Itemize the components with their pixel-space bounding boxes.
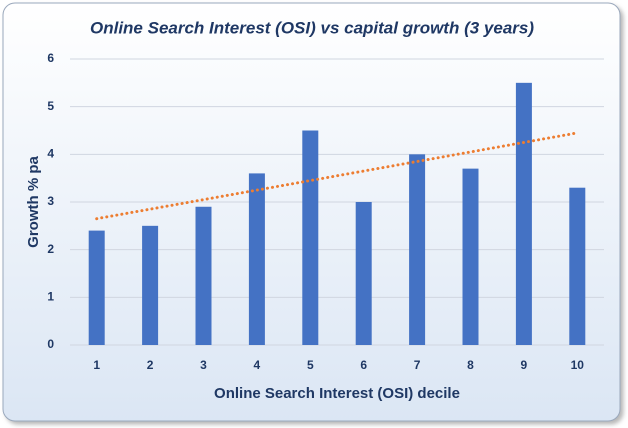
x-tick-label: 6	[360, 358, 367, 372]
bar	[515, 82, 532, 345]
y-tick-label: 4	[47, 147, 54, 161]
y-tick-label: 1	[47, 290, 54, 304]
y-tick-label: 6	[47, 51, 54, 65]
bar	[355, 202, 372, 345]
x-tick-label: 8	[467, 358, 474, 372]
x-tick-label: 4	[254, 358, 261, 372]
bar	[569, 187, 586, 345]
x-tick-label: 7	[414, 358, 421, 372]
y-tick-label: 2	[47, 242, 54, 256]
bar	[462, 168, 479, 345]
x-tick-label: 1	[93, 358, 100, 372]
bar	[142, 225, 159, 345]
x-tick-label: 3	[200, 358, 207, 372]
x-tick-label: 5	[307, 358, 314, 372]
chart-title: Online Search Interest (OSI) vs capital …	[90, 18, 534, 37]
bar	[248, 173, 265, 345]
y-tick-label: 3	[47, 194, 54, 208]
x-tick-label: 9	[521, 358, 528, 372]
trendline	[95, 131, 579, 221]
y-axis-label: Growth % pa	[25, 156, 42, 248]
bar	[195, 206, 212, 345]
bar	[88, 230, 105, 345]
x-axis-label: Online Search Interest (OSI) decile	[214, 385, 460, 402]
y-tick-label: 0	[47, 337, 54, 351]
x-tick-label: 2	[147, 358, 154, 372]
bar	[409, 154, 426, 345]
y-tick-label: 5	[47, 99, 54, 113]
bar	[302, 130, 319, 345]
x-tick-label: 10	[571, 358, 585, 372]
